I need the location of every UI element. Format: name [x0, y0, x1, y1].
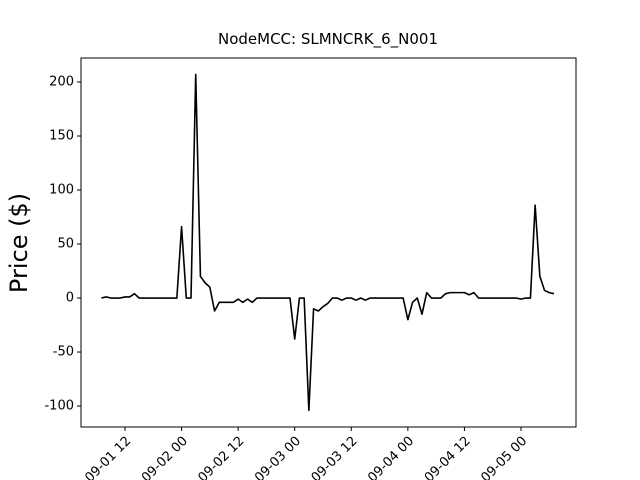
- line-series: [101, 73, 555, 412]
- y-tick-label: -50: [53, 345, 74, 360]
- y-tick-label: 50: [57, 237, 74, 252]
- y-axis-label: Price ($): [5, 193, 33, 293]
- y-tick-label: 150: [49, 128, 74, 143]
- plot-frame: [80, 57, 577, 428]
- chart-title: NodeMCC: SLMNCRK_6_N001: [218, 30, 438, 49]
- y-tick-label: -100: [44, 399, 74, 414]
- y-tick-label: 100: [49, 183, 74, 198]
- y-tick-label: 200: [49, 74, 74, 89]
- y-tick-label: 0: [66, 291, 74, 306]
